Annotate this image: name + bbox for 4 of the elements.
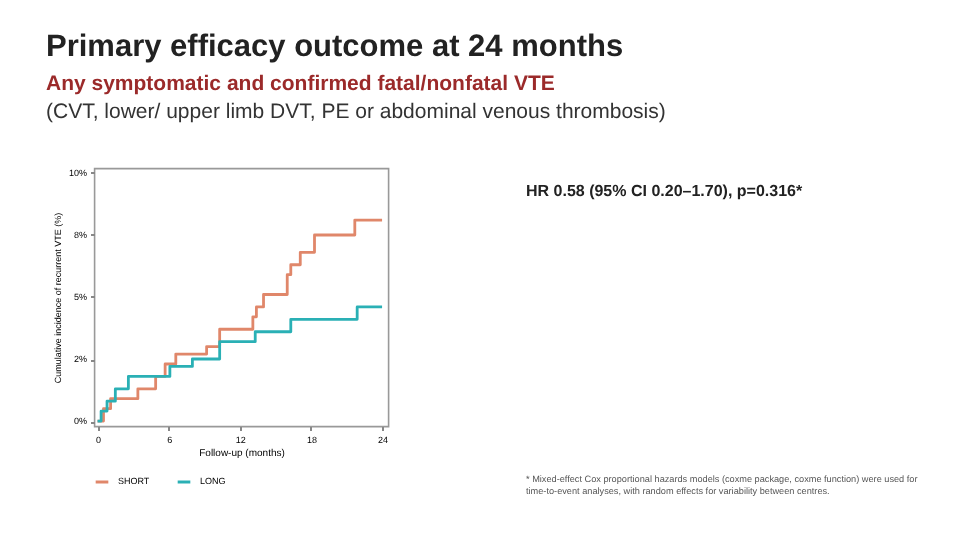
text: (CVT, lower/ upper limb DVT, PE or abdominal venous thrombosis): [46, 100, 666, 124]
text: HR 0.58 (95% CI 0.20–1.70), p=0.316*: [526, 182, 803, 200]
chart-title: Primary efficacy outcome at 24 months: [46, 30, 624, 66]
chart-subtitle: Any symptomatic and confirmed fatal/nonfatal VTE: [46, 72, 555, 96]
